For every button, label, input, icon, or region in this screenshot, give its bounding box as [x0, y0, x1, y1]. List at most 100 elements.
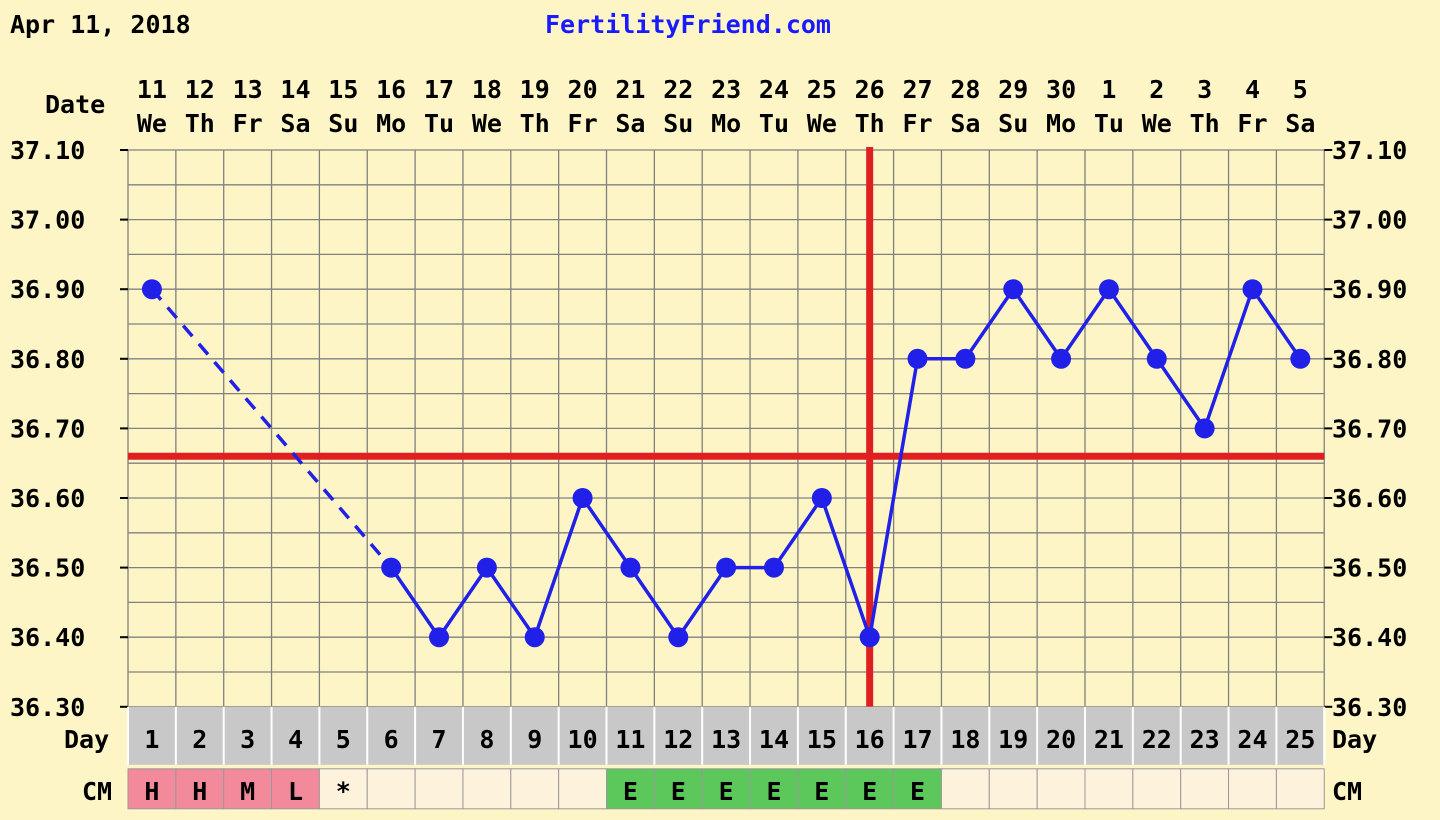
date-tick-label: 13 [233, 75, 263, 104]
date-tick-label: 11 [137, 75, 167, 104]
y-tick-label-left: 36.80 [10, 345, 85, 374]
cycle-day-label: 17 [902, 725, 932, 754]
weekday-tick-label: Fr [568, 109, 598, 138]
temp-point [141, 279, 162, 300]
cm-cell [1228, 768, 1277, 810]
cycle-day-label: 2 [192, 725, 207, 754]
cm-cell [653, 768, 703, 810]
cm-row-label-right: CM [1332, 777, 1362, 806]
temp-line-segment [1107, 288, 1159, 360]
cm-cell [701, 768, 751, 810]
cm-value: E [623, 777, 638, 806]
weekday-tick-label: Mo [1046, 109, 1076, 138]
cycle-day-label: 16 [855, 725, 885, 754]
day-row-label-left: Day [64, 725, 109, 754]
date-row-label: Date [45, 90, 105, 119]
cm-cell [1275, 768, 1325, 810]
y-tick-label-left: 36.50 [10, 554, 85, 583]
date-tick-label: 26 [855, 75, 885, 104]
cycle-day-label: 6 [384, 725, 399, 754]
weekday-tick-label: Th [855, 109, 885, 138]
cm-cell [988, 768, 1038, 810]
date-tick-label: 25 [807, 75, 837, 104]
cycle-day-label: 19 [998, 725, 1028, 754]
cm-value: H [192, 777, 207, 806]
y-tick-label-right: 36.70 [1332, 414, 1407, 443]
weekday-tick-label: Fr [233, 109, 263, 138]
cycle-day-label: 7 [431, 725, 446, 754]
weekday-tick-label: Su [328, 109, 358, 138]
y-tick-label-right: 36.90 [1332, 275, 1407, 304]
weekday-tick-label: Th [520, 109, 550, 138]
temp-point [1003, 279, 1024, 300]
weekday-tick-label: Th [1190, 109, 1220, 138]
cm-cell [1180, 768, 1230, 810]
temp-point [620, 557, 641, 578]
temp-line-segment [389, 566, 441, 639]
cm-cell [1132, 768, 1182, 810]
cycle-day-label: 11 [615, 725, 645, 754]
y-tick-label-right: 36.30 [1332, 693, 1407, 722]
temp-line-segment [867, 358, 920, 638]
cycle-day-label: 23 [1190, 725, 1220, 754]
weekday-tick-label: Sa [615, 109, 645, 138]
weekday-tick-label: Tu [424, 109, 454, 138]
date-tick-label: 29 [998, 75, 1028, 104]
day-row-label-right: Day [1332, 725, 1377, 754]
weekday-tick-label: Tu [759, 109, 789, 138]
cycle-day-label: 14 [759, 725, 789, 754]
cm-cell [414, 768, 464, 810]
weekday-tick-label: Th [185, 109, 215, 138]
date-tick-label: 30 [1046, 75, 1076, 104]
cm-cell [940, 768, 990, 810]
cm-cell [223, 768, 273, 810]
weekday-tick-label: Su [663, 109, 693, 138]
cycle-day-label: 12 [663, 725, 693, 754]
temp-line-segment [963, 288, 1015, 360]
cm-cell [1036, 768, 1086, 810]
temp-point [811, 488, 832, 508]
temp-point [572, 488, 593, 508]
temp-point [668, 627, 689, 648]
weekday-tick-label: Tu [1094, 109, 1124, 138]
date-tick-label: 16 [376, 75, 406, 104]
temp-point [1290, 348, 1311, 369]
temp-line-segment [772, 497, 824, 569]
weekday-tick-label: Mo [376, 109, 406, 138]
cm-cell [1084, 768, 1134, 810]
cycle-day-label: 5 [336, 725, 351, 754]
chart-date: Apr 11, 2018 [10, 10, 191, 39]
temp-line-segment [437, 566, 489, 639]
temp-line-segment [820, 497, 872, 638]
weekday-tick-label: We [137, 109, 167, 138]
cycle-day-label: 20 [1046, 725, 1076, 754]
cycle-day-label: 13 [711, 725, 741, 754]
date-tick-label: 28 [950, 75, 980, 104]
y-tick-label-left: 36.40 [10, 623, 85, 652]
temp-point [524, 627, 545, 648]
weekday-tick-label: Sa [280, 109, 310, 138]
weekday-tick-label: Sa [1285, 109, 1315, 138]
date-tick-label: 22 [663, 75, 693, 104]
temp-point [716, 557, 737, 578]
site-name: FertilityFriend.com [545, 10, 831, 39]
temp-point [1098, 279, 1119, 300]
temp-point [907, 348, 928, 369]
cm-cell [893, 768, 942, 810]
temp-point [1242, 279, 1263, 300]
date-tick-label: 23 [711, 75, 741, 104]
temp-line-segment [1251, 288, 1302, 360]
weekday-tick-label: We [1142, 109, 1172, 138]
temp-point [1146, 348, 1167, 369]
cm-value: E [814, 777, 829, 806]
cm-cell [318, 768, 368, 810]
cm-cell [127, 768, 177, 810]
cm-cell [510, 768, 560, 810]
temp-line-segment [1059, 288, 1111, 360]
date-tick-label: 1 [1101, 75, 1116, 104]
cycle-day-label: 15 [807, 725, 837, 754]
weekday-tick-label: We [472, 109, 502, 138]
temp-point [1051, 348, 1072, 369]
